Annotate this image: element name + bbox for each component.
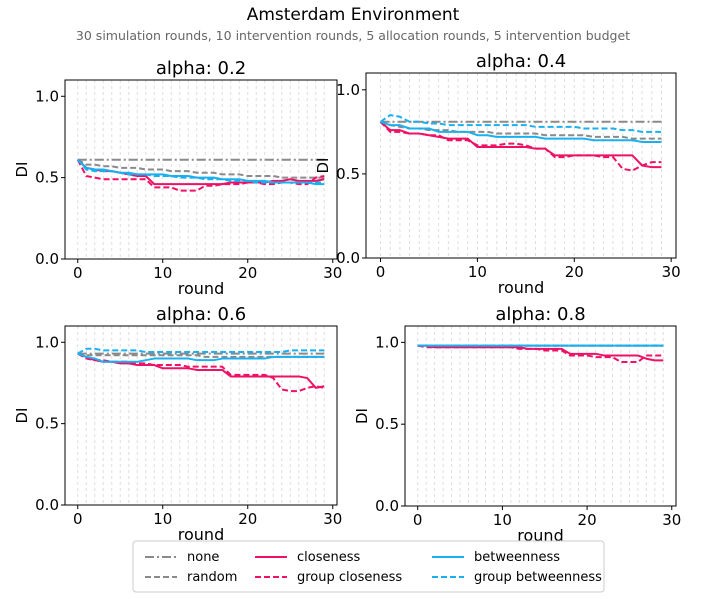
y-tick-label: 0.0 bbox=[375, 497, 399, 515]
y-tick-label: 0.0 bbox=[35, 250, 59, 268]
x-tick-label: 30 bbox=[662, 263, 681, 281]
legend-entry: random bbox=[145, 570, 237, 585]
x-tick-label: 20 bbox=[238, 510, 257, 528]
y-axis-label: DI bbox=[353, 408, 371, 424]
x-tick-label: 10 bbox=[468, 263, 487, 281]
x-tick-label: 30 bbox=[323, 264, 342, 282]
axes-frame bbox=[404, 325, 677, 507]
y-axis-label: DI bbox=[13, 408, 31, 424]
legend-entry: closeness bbox=[255, 550, 360, 565]
subplot-title: alpha: 0.8 bbox=[495, 304, 585, 325]
series-line-closeness bbox=[379, 121, 662, 169]
axes-frame bbox=[365, 72, 677, 259]
legend-label: none bbox=[187, 550, 219, 565]
legend-label: closeness bbox=[297, 550, 360, 565]
x-tick-label: 0 bbox=[413, 511, 423, 529]
y-tick-label: 1.0 bbox=[375, 333, 399, 351]
legend-entry: betweenness bbox=[432, 550, 560, 565]
x-tick-label: 30 bbox=[662, 511, 681, 529]
legend-label: random bbox=[187, 570, 237, 585]
x-tick-label: 10 bbox=[153, 264, 172, 282]
y-axis-label: DI bbox=[314, 158, 332, 174]
x-tick-label: 20 bbox=[578, 511, 597, 529]
series-line-betweenness bbox=[380, 120, 662, 143]
y-tick-label: 0.5 bbox=[35, 415, 59, 433]
y-tick-label: 0.5 bbox=[375, 415, 399, 433]
legend-frame bbox=[132, 540, 605, 593]
x-tick-label: 30 bbox=[323, 510, 342, 528]
subplot-1: 0 10 20 30 0.0 0.5 1.0 alpha: 0.2 round DI bbox=[13, 58, 342, 298]
series-line-random bbox=[77, 158, 325, 179]
x-axis-label: round bbox=[498, 278, 544, 297]
series-line-group-closeness bbox=[76, 159, 325, 192]
subplot-title: alpha: 0.6 bbox=[156, 304, 246, 325]
series-line-group-closeness bbox=[379, 121, 662, 172]
x-tick-label: 0 bbox=[73, 264, 83, 282]
legend-label: group betweenness bbox=[474, 570, 602, 585]
y-axis-label: DI bbox=[13, 162, 31, 178]
subplot-3: 0 10 20 30 0.0 0.5 1.0 alpha: 0.6 round DI bbox=[13, 304, 342, 544]
x-tick-label: 20 bbox=[238, 264, 257, 282]
series-line-group-closeness bbox=[77, 352, 325, 393]
series-line-group-betweenness bbox=[76, 159, 325, 184]
subplot-title: alpha: 0.4 bbox=[476, 51, 566, 72]
x-tick-label: 0 bbox=[376, 263, 386, 281]
series-line-group-betweenness bbox=[77, 347, 325, 355]
y-tick-label: 0.5 bbox=[336, 165, 360, 183]
series-line-random bbox=[77, 352, 325, 358]
x-axis-label: round bbox=[178, 525, 224, 544]
x-tick-label: 10 bbox=[493, 511, 512, 529]
x-tick-label: 10 bbox=[153, 510, 172, 528]
figure-subtitle: 30 simulation rounds, 10 intervention ro… bbox=[76, 28, 630, 43]
subplot-title: alpha: 0.2 bbox=[156, 58, 246, 79]
series-line-random bbox=[380, 120, 662, 140]
legend-entry: none bbox=[145, 550, 219, 565]
y-tick-label: 0.0 bbox=[336, 249, 360, 267]
x-tick-label: 20 bbox=[565, 263, 584, 281]
series-line-group-betweenness bbox=[379, 114, 662, 133]
axes-frame bbox=[64, 325, 338, 506]
x-axis-label: round bbox=[517, 526, 563, 545]
figure-title: Amsterdam Environment bbox=[247, 5, 460, 25]
series-line-betweenness bbox=[77, 352, 325, 363]
legend-label: group closeness bbox=[297, 570, 402, 585]
series-line-group-closeness bbox=[417, 344, 664, 363]
legend-entry: group betweenness bbox=[432, 570, 602, 585]
legend-items: none random closeness group closeness betwee… bbox=[145, 550, 602, 585]
axes-frame bbox=[64, 79, 338, 260]
x-tick-label: 0 bbox=[73, 510, 83, 528]
y-tick-label: 0.0 bbox=[35, 496, 59, 514]
legend-label: betweenness bbox=[474, 550, 560, 565]
legend: none random closeness group closeness betwee… bbox=[132, 540, 605, 593]
subplot-4: 0 10 20 30 0.0 0.5 1.0 alpha: 0.8 round DI bbox=[353, 304, 681, 545]
legend-entry: group closeness bbox=[255, 570, 402, 585]
x-axis-label: round bbox=[178, 279, 224, 298]
y-tick-label: 1.0 bbox=[35, 333, 59, 351]
y-tick-label: 1.0 bbox=[35, 87, 59, 105]
y-tick-label: 0.5 bbox=[35, 169, 59, 187]
y-tick-label: 1.0 bbox=[336, 81, 360, 99]
series-line-closeness bbox=[77, 352, 325, 389]
